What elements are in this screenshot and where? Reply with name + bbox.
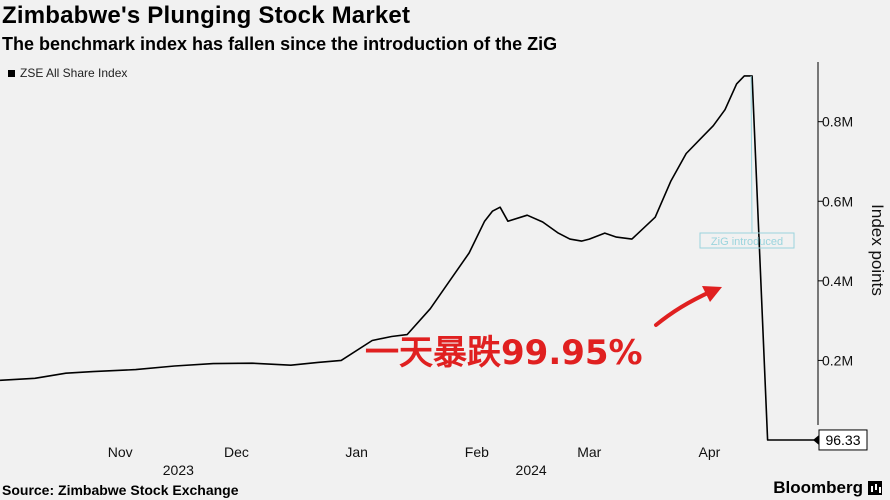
callout-arrow-head [702,286,722,302]
annotation-text: ZiG introduced [711,236,783,248]
x-year-label: 2024 [516,462,547,478]
x-tick-label: Mar [577,444,601,460]
x-tick-label: Feb [465,444,489,460]
chart-title: Zimbabwe's Plunging Stock Market [2,2,411,29]
y-tick-label: 0.2M [822,352,853,368]
bloomberg-terminal-icon [868,481,882,495]
x-tick-label: Nov [108,444,133,460]
x-tick-label: Dec [224,444,249,460]
callout-text: 一天暴跌99.95% [365,333,643,373]
brand-logo: Bloomberg [773,478,882,498]
legend: ZSE All Share Index [8,66,127,80]
legend-label: ZSE All Share Index [20,66,128,80]
series-line-zse [0,75,818,441]
source-note: Source: Zimbabwe Stock Exchange [2,482,239,498]
y-tick-label: 0.6M [822,193,853,209]
y-tick-label: 0.8M [822,114,853,130]
x-year-label: 2023 [163,462,194,478]
legend-swatch [8,69,15,77]
annotation-leader [750,75,753,234]
y-tick-label: 0.4M [822,273,853,289]
last-value-label: 96.33 [825,432,860,448]
y-axis-label: Index points [868,204,887,296]
x-tick-label: Jan [345,444,368,460]
callout-arrow-shaft [654,289,714,327]
chart-subtitle: The benchmark index has fallen since the… [2,34,558,54]
x-tick-label: Apr [699,444,721,460]
last-value-pointer [813,434,819,445]
annotation-box [699,232,795,249]
brand-name: Bloomberg [773,478,863,497]
